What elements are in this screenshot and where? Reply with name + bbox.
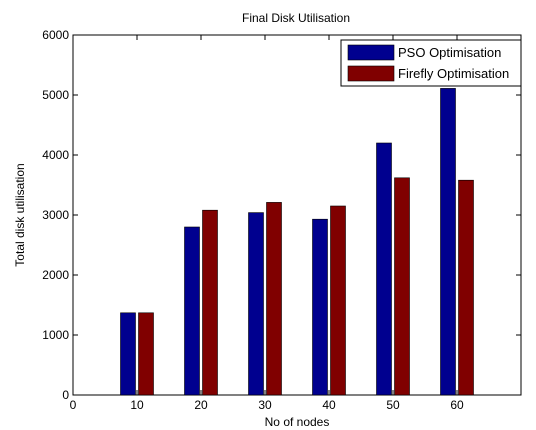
bar-firefly-50 bbox=[394, 177, 410, 396]
x-tick-label: 40 bbox=[322, 398, 336, 412]
x-axis-ticks: 0 10 20 30 40 50 60 bbox=[70, 35, 464, 412]
x-axis-label: No of nodes bbox=[265, 415, 330, 429]
x-tick-label: 60 bbox=[450, 398, 464, 412]
bars bbox=[120, 88, 474, 396]
chart-title: Final Disk Utilisation bbox=[242, 11, 350, 25]
bar-pso-40 bbox=[312, 218, 328, 396]
bar-pso-30 bbox=[248, 212, 264, 396]
bar-firefly-30 bbox=[266, 202, 282, 396]
y-tick-label: 0 bbox=[62, 388, 69, 402]
y-tick-label: 5000 bbox=[42, 88, 69, 102]
y-tick-label: 2000 bbox=[42, 268, 69, 282]
bar-pso-60 bbox=[440, 88, 456, 396]
legend-swatch-firefly bbox=[347, 65, 395, 82]
x-tick-label: 20 bbox=[194, 398, 208, 412]
y-axis-ticks: 0 1000 2000 3000 4000 5000 6000 bbox=[42, 28, 521, 402]
bar-firefly-40 bbox=[330, 205, 346, 396]
y-tick-label: 6000 bbox=[42, 28, 69, 42]
legend-swatch-pso bbox=[347, 44, 395, 61]
x-tick-label: 50 bbox=[386, 398, 400, 412]
y-axis-label: Total disk utilisation bbox=[13, 163, 27, 266]
bar-pso-20 bbox=[184, 226, 200, 396]
x-tick-label: 30 bbox=[258, 398, 272, 412]
bar-pso-10 bbox=[120, 312, 136, 396]
bar-pso-50 bbox=[376, 142, 392, 396]
bar-firefly-20 bbox=[202, 209, 218, 396]
y-tick-label: 1000 bbox=[42, 328, 69, 342]
y-tick-label: 4000 bbox=[42, 148, 69, 162]
legend-label-pso: PSO Optimisation bbox=[398, 45, 501, 60]
y-tick-label: 3000 bbox=[42, 208, 69, 222]
legend: PSO Optimisation Firefly Optimisation bbox=[340, 39, 522, 87]
x-tick-label: 10 bbox=[130, 398, 144, 412]
legend-label-firefly: Firefly Optimisation bbox=[398, 66, 509, 81]
x-origin-label: 0 bbox=[70, 398, 77, 412]
bar-firefly-10 bbox=[138, 312, 154, 396]
bar-firefly-60 bbox=[458, 179, 474, 396]
